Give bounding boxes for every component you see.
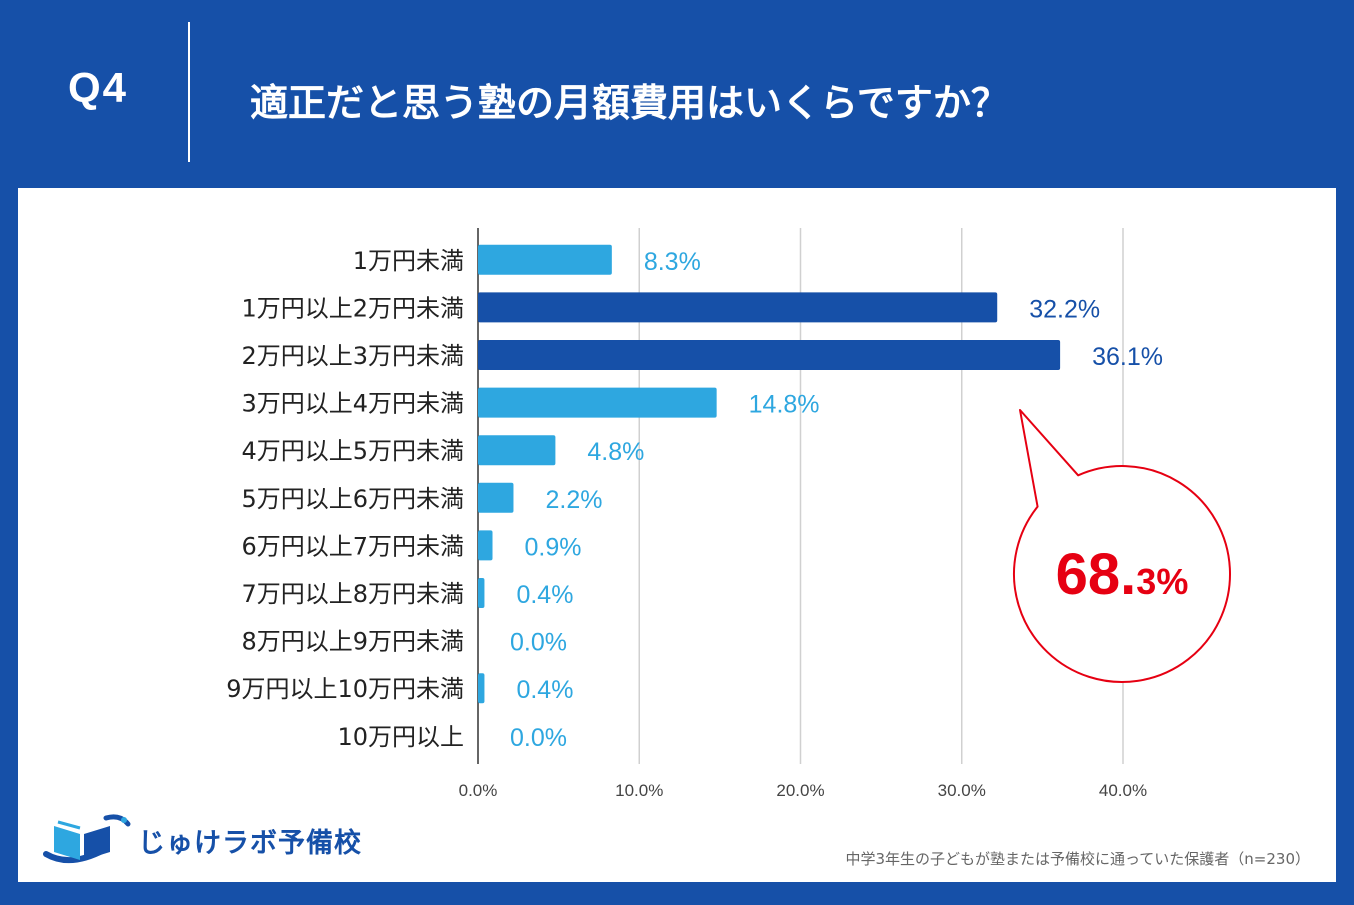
value-label: 4.8% xyxy=(587,438,644,466)
value-label: 0.4% xyxy=(516,581,573,609)
book-logo-icon xyxy=(43,814,131,863)
callout-bubble xyxy=(1013,409,1232,683)
bar xyxy=(478,673,485,704)
bar xyxy=(478,578,485,608)
brand-name: じゅけラボ予備校 xyxy=(138,827,362,859)
value-label: 0.0% xyxy=(510,629,567,657)
x-tick-label: 0.0% xyxy=(459,781,498,800)
question-number: Q4 xyxy=(68,64,129,111)
brand-logo: じゅけラボ予備校 xyxy=(40,810,362,870)
question-title: 適正だと思う塾の月額費用はいくらですか？ xyxy=(250,81,1009,125)
x-tick-label: 10.0% xyxy=(615,781,663,800)
bar xyxy=(478,340,1061,370)
callout-value-main: 68. xyxy=(1056,542,1137,607)
category-label: 6万円以上7万円未満 xyxy=(241,532,464,560)
category-label: 5万円以上6万円未満 xyxy=(241,485,464,513)
x-tick-label: 40.0% xyxy=(1099,781,1147,800)
callout-value-small: 3% xyxy=(1136,561,1188,602)
category-label: 1万円未満 xyxy=(353,247,464,275)
sample-note: 中学3年生の子どもが塾または予備校に通っていた保護者（n=230） xyxy=(845,850,1310,868)
value-label: 0.9% xyxy=(525,533,582,561)
category-label: 7万円以上8万円未満 xyxy=(241,580,464,608)
bar xyxy=(478,292,998,323)
category-label: 8万円以上9万円未満 xyxy=(241,628,464,656)
x-tick-label: 20.0% xyxy=(776,781,824,800)
bar xyxy=(478,244,612,275)
value-label: 2.2% xyxy=(545,486,602,514)
category-label: 4万円以上5万円未満 xyxy=(241,437,464,465)
category-label: 2万円以上3万円未満 xyxy=(241,342,464,370)
bar xyxy=(478,387,717,418)
bar xyxy=(478,530,493,561)
category-label: 9万円以上10万円未満 xyxy=(226,675,464,703)
x-tick-label: 30.0% xyxy=(938,781,986,800)
value-label: 36.1% xyxy=(1092,343,1163,371)
value-label: 32.2% xyxy=(1029,295,1100,323)
header-divider xyxy=(188,22,190,162)
value-label: 8.3% xyxy=(644,248,701,276)
callout-value: 68.3% xyxy=(1056,542,1189,607)
value-label: 0.4% xyxy=(516,676,573,704)
category-label: 10万円以上 xyxy=(337,723,464,751)
bar xyxy=(478,435,556,466)
value-label: 0.0% xyxy=(510,724,567,752)
bar xyxy=(478,482,514,513)
category-label: 3万円以上4万円未満 xyxy=(241,390,464,418)
value-label: 14.8% xyxy=(749,391,820,419)
category-label: 1万円以上2万円未満 xyxy=(241,294,464,322)
